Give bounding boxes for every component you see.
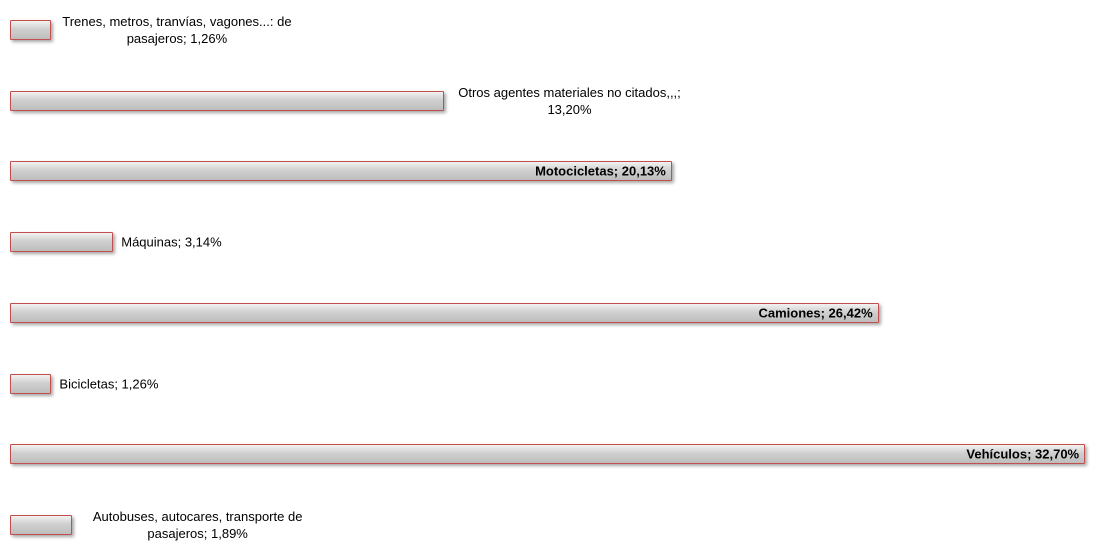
bar — [10, 232, 114, 253]
data-label: Motocicletas; 20,13% — [535, 163, 666, 179]
data-label: Otros agentes materiales no citados,,,; … — [458, 84, 681, 117]
data-label: Bicicletas; 1,26% — [59, 376, 159, 391]
bar — [10, 444, 1086, 465]
data-label: Camiones; 26,42% — [758, 305, 873, 321]
bar — [10, 161, 672, 182]
bar — [10, 90, 444, 111]
data-label: Autobuses, autocares, transporte de pasa… — [92, 508, 303, 541]
data-label: Vehículos; 32,70% — [966, 446, 1080, 462]
data-label: Trenes, metros, tranvías, vagones...: de… — [62, 14, 292, 46]
bar — [10, 373, 52, 394]
bar — [10, 20, 52, 40]
bar — [10, 302, 879, 323]
data-label: Máquinas; 3,14% — [121, 234, 222, 250]
bar — [10, 514, 73, 535]
